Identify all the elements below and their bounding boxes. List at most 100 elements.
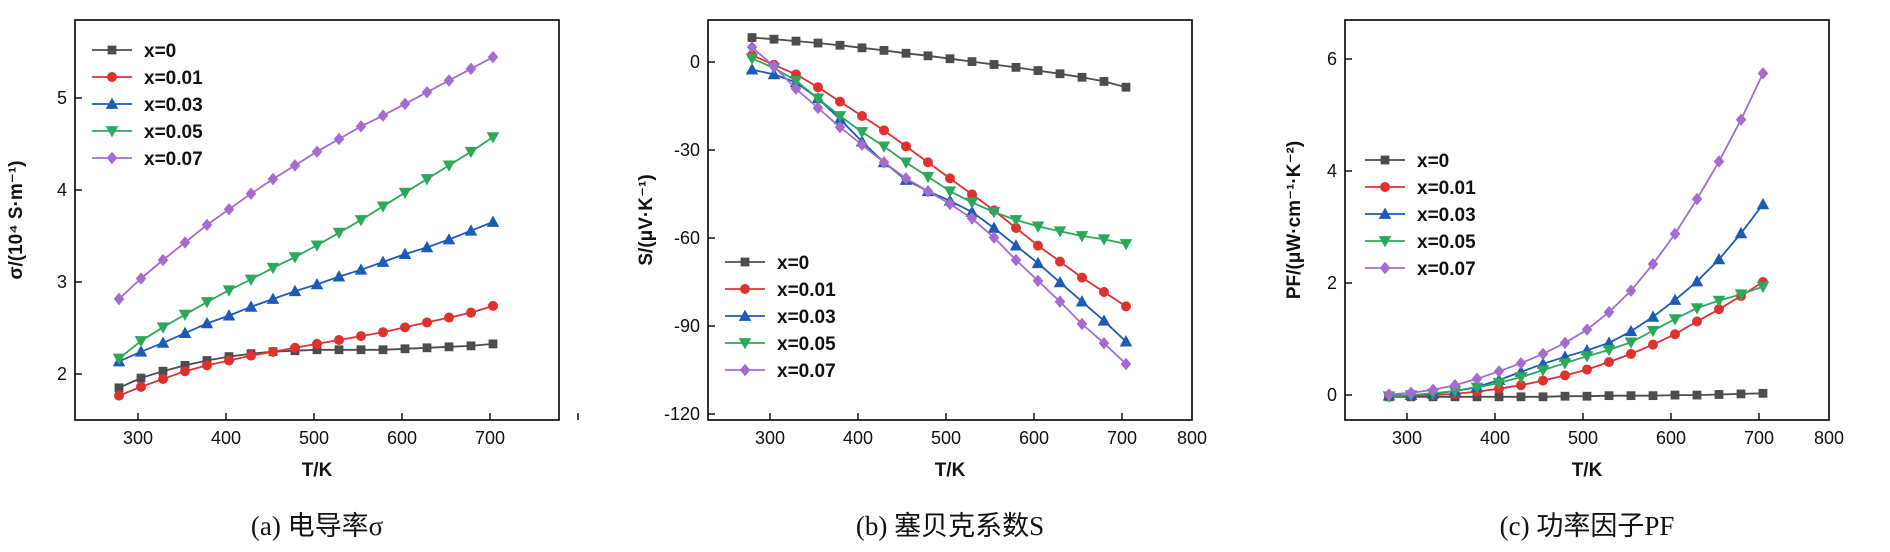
data-point xyxy=(901,48,911,58)
data-point xyxy=(113,292,125,306)
series-line xyxy=(751,36,1127,89)
panel-caption: (b) 塞贝克系数S xyxy=(856,511,1044,541)
data-point xyxy=(354,263,368,275)
series-x-0-05 xyxy=(745,53,1133,251)
data-point xyxy=(464,146,478,159)
x-tick-labels: 300 400 500 600 700 xyxy=(123,428,505,448)
legend-label: x=0.07 xyxy=(1417,259,1476,280)
data-point xyxy=(114,383,124,393)
data-point xyxy=(1560,370,1571,381)
x-axis-label: T/K xyxy=(302,460,333,481)
data-point xyxy=(1075,295,1089,307)
legend-item: x=0.05 xyxy=(725,334,836,355)
data-point xyxy=(310,277,324,290)
x-tick-label: 300 xyxy=(123,428,153,448)
data-point xyxy=(465,307,476,318)
legend-marker xyxy=(106,151,118,165)
series-line xyxy=(118,56,494,300)
data-point xyxy=(421,317,432,328)
data-point xyxy=(1010,253,1022,267)
series-x-0-03 xyxy=(112,215,500,367)
legend-marker xyxy=(738,338,752,350)
data-point xyxy=(1033,66,1043,75)
series-line xyxy=(118,136,494,360)
data-point xyxy=(1383,388,1395,401)
legend-item: x=0.05 xyxy=(92,122,203,143)
data-point xyxy=(834,120,846,134)
data-point xyxy=(466,341,476,351)
data-point xyxy=(901,141,912,152)
x-tick-label: 500 xyxy=(931,428,961,448)
data-point xyxy=(1756,281,1770,294)
series-line xyxy=(118,221,494,363)
data-point xyxy=(1690,303,1704,315)
data-point xyxy=(943,186,957,198)
legend-marker xyxy=(1378,207,1392,219)
panel-power-factor: 300 400 500 600 700 800 0 2 4 6 T/K PF/(… xyxy=(1284,19,1844,541)
axis-ticks xyxy=(1345,58,1760,420)
y-tick-label: 4 xyxy=(57,180,67,200)
data-point xyxy=(879,46,889,55)
data-point xyxy=(1055,69,1065,79)
data-point xyxy=(1494,392,1504,402)
data-point xyxy=(442,160,456,172)
data-point xyxy=(1492,378,1506,390)
data-point xyxy=(1646,325,1660,338)
data-point xyxy=(1624,324,1638,337)
data-point xyxy=(398,247,412,260)
data-point xyxy=(857,43,867,53)
data-point xyxy=(1097,234,1111,246)
y-tick-labels: 0 -30 -60 -90 -120 xyxy=(664,52,700,424)
data-point xyxy=(1493,365,1505,378)
data-point xyxy=(1757,67,1769,80)
series-x-0-03 xyxy=(745,63,1133,347)
data-point xyxy=(464,224,478,236)
data-point xyxy=(332,270,346,282)
data-point xyxy=(420,174,434,186)
data-point xyxy=(1099,77,1109,86)
data-point xyxy=(399,322,410,333)
y-tick-label: 2 xyxy=(57,364,67,384)
legend-item: x=0.01 xyxy=(1365,178,1476,199)
data-point xyxy=(967,57,977,66)
x-tick-label: 300 xyxy=(755,428,785,448)
data-point xyxy=(945,173,956,184)
data-point xyxy=(422,343,432,353)
series-layer xyxy=(745,33,1133,371)
data-point xyxy=(857,111,868,122)
data-point xyxy=(1538,375,1549,386)
axis-ticks xyxy=(708,61,1123,420)
data-point xyxy=(487,50,499,64)
legend-label: x=0.03 xyxy=(777,307,836,328)
data-point xyxy=(1691,192,1703,206)
data-point xyxy=(769,34,779,44)
data-point xyxy=(1009,239,1023,251)
data-point xyxy=(157,253,169,267)
legend-label: x=0.01 xyxy=(777,280,836,301)
data-point xyxy=(768,60,780,73)
data-point xyxy=(1097,314,1111,326)
data-point xyxy=(1077,72,1087,82)
legend: x=0 x=0.01 x=0.03 x=0.05 x=0.07 xyxy=(725,253,836,382)
data-point xyxy=(923,157,934,168)
legend-item: x=0.03 xyxy=(1365,205,1476,226)
legend-label: x=0 xyxy=(144,41,176,62)
x-tick-label: 800 xyxy=(1177,428,1207,448)
series-line xyxy=(1388,281,1764,398)
data-point xyxy=(398,187,412,200)
series-x-0-07 xyxy=(1383,67,1769,401)
data-point xyxy=(1734,226,1748,239)
data-point xyxy=(244,300,258,312)
data-point xyxy=(443,74,455,87)
data-point xyxy=(266,292,280,304)
data-point xyxy=(112,353,126,365)
data-point xyxy=(222,309,236,321)
data-point xyxy=(1734,289,1748,301)
data-point xyxy=(487,300,498,311)
legend-label: x=0.01 xyxy=(144,68,203,89)
data-point xyxy=(1624,337,1638,349)
axis-ticks xyxy=(75,97,579,420)
data-point xyxy=(1471,372,1483,386)
data-point xyxy=(444,342,454,352)
